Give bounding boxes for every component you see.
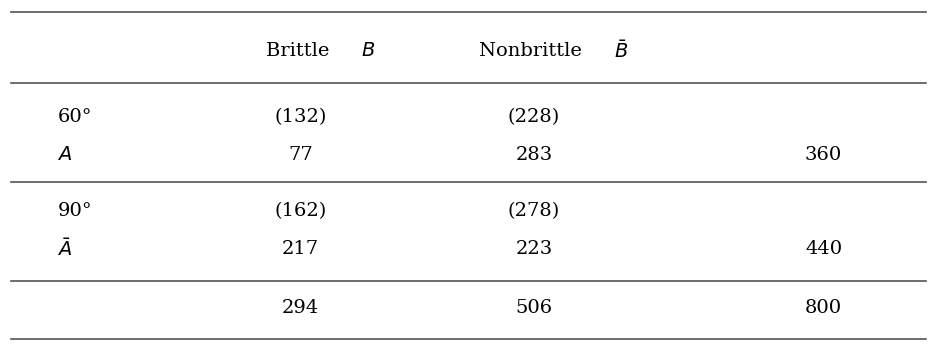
Text: $\bar{A}$: $\bar{A}$ <box>57 238 72 260</box>
Text: $B$: $B$ <box>360 42 374 60</box>
Text: 506: 506 <box>515 300 552 318</box>
Text: (162): (162) <box>274 202 326 220</box>
Text: 77: 77 <box>287 146 313 164</box>
Text: 800: 800 <box>804 300 841 318</box>
Text: 294: 294 <box>282 300 318 318</box>
Text: (278): (278) <box>507 202 560 220</box>
Text: 60°: 60° <box>57 108 92 126</box>
Text: 360: 360 <box>804 146 841 164</box>
Text: Nonbrittle: Nonbrittle <box>479 42 588 60</box>
Text: 440: 440 <box>804 240 841 258</box>
Text: Brittle: Brittle <box>265 42 335 60</box>
Text: $\bar{B}$: $\bar{B}$ <box>613 40 627 62</box>
Text: (132): (132) <box>274 108 326 126</box>
Text: (228): (228) <box>507 108 560 126</box>
Text: 90°: 90° <box>57 202 92 220</box>
Text: $A$: $A$ <box>57 146 72 164</box>
Text: 217: 217 <box>282 240 318 258</box>
Text: 283: 283 <box>515 146 552 164</box>
Text: 223: 223 <box>515 240 552 258</box>
